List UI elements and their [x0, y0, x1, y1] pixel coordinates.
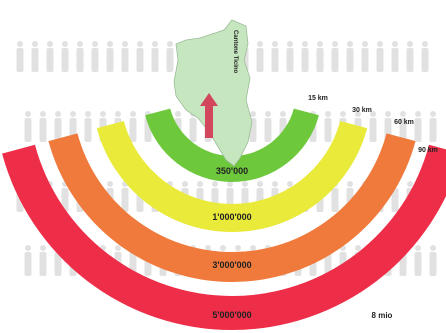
person-silhouette-icon	[106, 41, 114, 72]
person-silhouette-icon	[61, 41, 69, 72]
person-silhouette-icon	[316, 41, 324, 72]
person-silhouette-icon	[361, 41, 369, 72]
ticino-map: Cantone Ticino	[173, 19, 253, 167]
person-silhouette-icon	[46, 41, 54, 72]
person-silhouette-icon	[399, 111, 407, 142]
population-label-2: 1'000'000	[212, 212, 251, 222]
population-label-1: 350'000	[216, 166, 248, 176]
distance-label-2: 30 km	[352, 107, 372, 114]
ring-band-4	[2, 144, 446, 330]
person-silhouette-icon	[414, 111, 422, 142]
person-silhouette-icon	[264, 111, 272, 142]
person-silhouette-icon	[121, 41, 129, 72]
person-silhouette-icon	[151, 41, 159, 72]
ring-band-2	[96, 120, 368, 232]
person-silhouette-icon	[136, 41, 144, 72]
person-silhouette-icon	[324, 111, 332, 142]
person-silhouette-icon	[414, 245, 422, 276]
map-label: Cantone Ticino	[232, 30, 238, 74]
person-silhouette-icon	[166, 41, 174, 72]
distance-rings	[2, 108, 446, 330]
person-silhouette-icon	[301, 41, 309, 72]
person-silhouette-icon	[271, 41, 279, 72]
person-silhouette-icon	[24, 245, 32, 276]
person-silhouette-icon	[346, 41, 354, 72]
person-silhouette-icon	[429, 245, 437, 276]
ring-band-3	[48, 133, 416, 283]
person-silhouette-icon	[129, 111, 137, 142]
person-silhouette-icon	[286, 41, 294, 72]
person-silhouette-icon	[39, 245, 47, 276]
population-label-3: 3'000'000	[212, 260, 251, 270]
person-silhouette-icon	[31, 41, 39, 72]
person-silhouette-icon	[121, 181, 129, 212]
ring-band-1	[145, 108, 319, 182]
person-silhouette-icon	[421, 41, 429, 72]
person-silhouette-icon	[429, 111, 437, 142]
person-silhouette-icon	[391, 41, 399, 72]
person-silhouette-icon	[39, 111, 47, 142]
person-silhouette-icon	[54, 111, 62, 142]
arrow-up-icon	[200, 93, 218, 138]
person-silhouette-icon	[24, 111, 32, 142]
ring-labels: 350'000 1'000'000 3'000'000 5'000'000 15…	[212, 95, 438, 320]
distance-label-4: 90 km	[418, 147, 438, 154]
person-silhouette-icon	[331, 41, 339, 72]
distance-label-3: 60 km	[394, 119, 414, 126]
person-silhouette-icon	[84, 111, 92, 142]
person-silhouette-icon	[16, 41, 24, 72]
person-silhouette-icon	[376, 41, 384, 72]
distance-label-1: 15 km	[308, 95, 328, 102]
person-silhouette-icon	[369, 111, 377, 142]
person-silhouette-icon	[406, 41, 414, 72]
ticino-map-outline	[173, 19, 253, 167]
population-label-4: 5'000'000	[212, 310, 251, 320]
person-silhouette-icon	[91, 41, 99, 72]
total-note: 8 mio	[372, 311, 393, 320]
person-silhouette-icon	[76, 41, 84, 72]
person-silhouette-icon	[256, 41, 264, 72]
